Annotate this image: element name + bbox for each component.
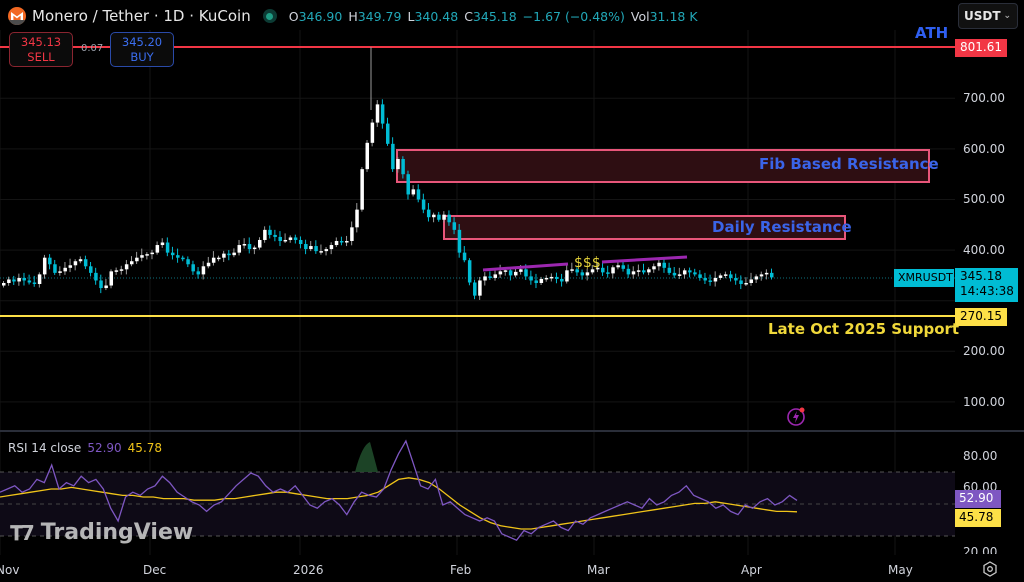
tradingview-watermark: 𝐓7 TradingView: [10, 520, 193, 545]
rsi-value: 52.90: [87, 441, 122, 455]
rsi-overbought-fill: [355, 442, 378, 472]
high-value: 349.79: [357, 8, 402, 24]
rsi-tick: 20.00: [963, 545, 998, 554]
change-value: −1.67 (−0.48%): [522, 8, 625, 24]
trendline-left[interactable]: [482, 262, 569, 272]
buy-button[interactable]: 345.20 BUY: [110, 32, 174, 67]
rsi-tick: 80.00: [963, 449, 998, 463]
time-tick: Mar: [587, 563, 610, 577]
daily-resistance-zone[interactable]: [443, 215, 846, 240]
tradingview-logo-icon: 𝐓7: [10, 520, 35, 545]
open-value: 346.90: [298, 8, 343, 24]
sell-label: SELL: [27, 50, 55, 64]
last-price-tag: 345.18 14:43:38: [955, 268, 1018, 302]
rsi-ma-line: [0, 477, 798, 530]
last-price: 345.18: [960, 269, 1002, 283]
time-tick: Feb: [450, 563, 472, 577]
time-tick: Apr: [741, 563, 762, 577]
symbol-header: Monero / Tether · 1D · KuCoin O346.90 H3…: [8, 6, 698, 26]
volume-key: Vol: [630, 8, 650, 24]
currency-select[interactable]: USDT ⌄: [958, 3, 1018, 29]
currency-value: USDT: [964, 9, 1001, 23]
spread-value: 0.07: [81, 43, 104, 54]
support-price-tag: 270.15: [955, 308, 1007, 326]
monero-logo-icon: [8, 7, 26, 25]
close-value: 345.18: [472, 8, 517, 24]
rsi-line: [0, 439, 798, 541]
time-tick: 2026: [293, 563, 324, 577]
price-tick: 600.00: [963, 142, 1005, 156]
rsi-value-tag: 52.90: [955, 490, 1001, 508]
fib-resistance-annotation[interactable]: Fib Based Resistance: [759, 155, 939, 173]
ath-annotation[interactable]: ATH: [915, 24, 949, 42]
ath-price-tag: 801.61: [955, 39, 1007, 57]
volume-value: 31.18 K: [649, 8, 698, 24]
chevron-down-icon: ⌄: [1003, 11, 1011, 21]
candlestick-series: [2, 47, 774, 300]
support-annotation[interactable]: Late Oct 2025 Support: [768, 320, 960, 338]
rsi-legend[interactable]: RSI 14 close 52.90 45.78: [8, 441, 162, 455]
sell-price: 345.13: [20, 35, 62, 49]
price-tick: 200.00: [963, 344, 1005, 358]
price-tick: 500.00: [963, 192, 1005, 206]
bar-countdown: 14:43:38: [960, 284, 1014, 298]
buy-price: 345.20: [121, 35, 163, 49]
low-key: L: [407, 8, 415, 24]
rsi-ma-tag: 45.78: [955, 509, 1001, 527]
time-tick: Dec: [143, 563, 167, 577]
rsi-label: RSI 14 close: [8, 441, 82, 455]
symbol-tag: XMRUSDT: [894, 269, 954, 287]
close-key: C: [464, 8, 473, 24]
rsi-ma-value: 45.78: [127, 441, 163, 455]
low-value: 340.48: [414, 8, 459, 24]
watermark-text: TradingView: [40, 520, 194, 545]
time-tick: May: [888, 563, 913, 577]
sell-button[interactable]: 345.13 SELL: [9, 32, 73, 67]
trendline-right[interactable]: [601, 255, 688, 264]
pane-divider[interactable]: [0, 430, 1024, 432]
open-key: O: [288, 8, 299, 24]
price-tick: 100.00: [963, 395, 1005, 409]
daily-resistance-annotation[interactable]: Daily Resistance: [712, 218, 852, 236]
high-key: H: [348, 8, 358, 24]
market-status-icon[interactable]: [262, 9, 277, 23]
buy-label: BUY: [130, 50, 154, 64]
chart-settings-icon[interactable]: [982, 561, 998, 577]
symbol-title[interactable]: Monero / Tether · 1D · KuCoin: [32, 7, 251, 25]
ohlc-values: O346.90 H349.79 L340.48 C345.18 −1.67 (−…: [289, 9, 698, 24]
price-tick: 700.00: [963, 91, 1005, 105]
lightning-alert-icon[interactable]: [786, 405, 808, 427]
price-tick: 400.00: [963, 243, 1005, 257]
liquidity-annotation[interactable]: $$$: [574, 255, 601, 271]
fib-resistance-zone[interactable]: [396, 149, 930, 183]
time-tick: Nov: [0, 563, 20, 577]
